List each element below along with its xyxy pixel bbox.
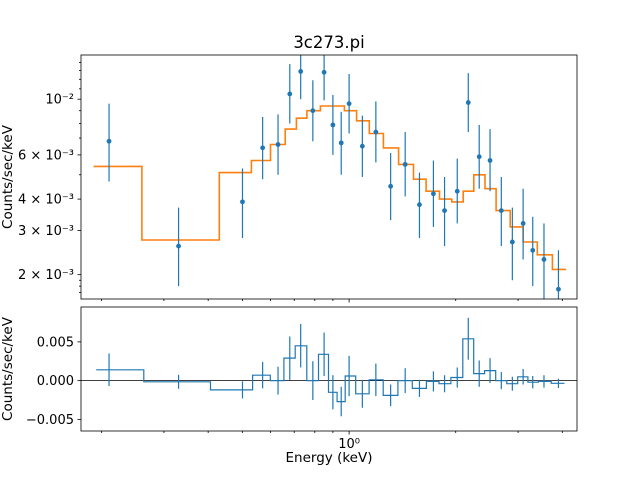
data-point	[373, 129, 379, 135]
data-point	[287, 91, 293, 97]
bottom-y-axis-label: Counts/sec/keV	[0, 316, 16, 421]
data-point	[541, 257, 547, 262]
top-plot-area	[80, 54, 578, 300]
data-point	[431, 191, 436, 197]
data-point	[106, 138, 112, 144]
data-point	[298, 69, 304, 74]
x-tick-label: 10⁰	[338, 437, 360, 452]
top-y-tick-label: 10⁻²	[45, 93, 74, 108]
residual-step-line	[96, 338, 565, 403]
data-point	[338, 140, 344, 146]
data-point	[476, 154, 482, 160]
data-point	[260, 145, 266, 151]
data-point	[346, 101, 352, 107]
data-point	[417, 202, 422, 208]
data-point	[498, 208, 504, 213]
data-point	[442, 208, 447, 213]
top-y-tick-label: 4 × 10⁻³	[18, 193, 74, 208]
top-panel-plot	[93, 55, 567, 299]
data-point	[487, 158, 493, 163]
data-point	[388, 183, 394, 189]
top-y-tick-label: 6 × 10⁻³	[18, 148, 74, 163]
chart-title: 3c273.pi	[293, 33, 364, 52]
data-point	[556, 286, 561, 292]
data-point	[465, 100, 471, 105]
data-point	[275, 142, 281, 147]
top-y-tick-label: 3 × 10⁻³	[18, 224, 74, 239]
top-y-tick-label: 2 × 10⁻³	[18, 268, 74, 283]
data-point	[509, 239, 515, 245]
data-point	[359, 143, 365, 149]
data-point	[176, 243, 181, 249]
data-point	[530, 247, 536, 253]
data-point	[310, 108, 316, 114]
data-layer	[81, 55, 577, 417]
model-step-line	[93, 105, 567, 271]
bottom-panel-plot	[81, 317, 577, 417]
data-point	[330, 122, 336, 128]
top-y-axis-label: Counts/sec/keV	[0, 124, 16, 229]
bottom-y-tick-label: −0.005	[26, 413, 74, 428]
bottom-plot-area	[80, 306, 578, 432]
data-point	[321, 69, 327, 75]
data-point	[520, 221, 526, 226]
x-axis-label: Energy (keV)	[286, 450, 373, 466]
data-point	[402, 161, 408, 167]
data-point	[454, 188, 460, 194]
axes-layer: 10⁻² 6 × 10⁻³ 4 × 10⁻³ 3 × 10⁻³ 2 × 10⁻³ 10⁰ −…	[18, 54, 578, 452]
data-point	[240, 199, 245, 205]
bottom-y-tick-label: 0.005	[37, 335, 74, 350]
bottom-y-tick-label: 0.000	[37, 374, 74, 389]
